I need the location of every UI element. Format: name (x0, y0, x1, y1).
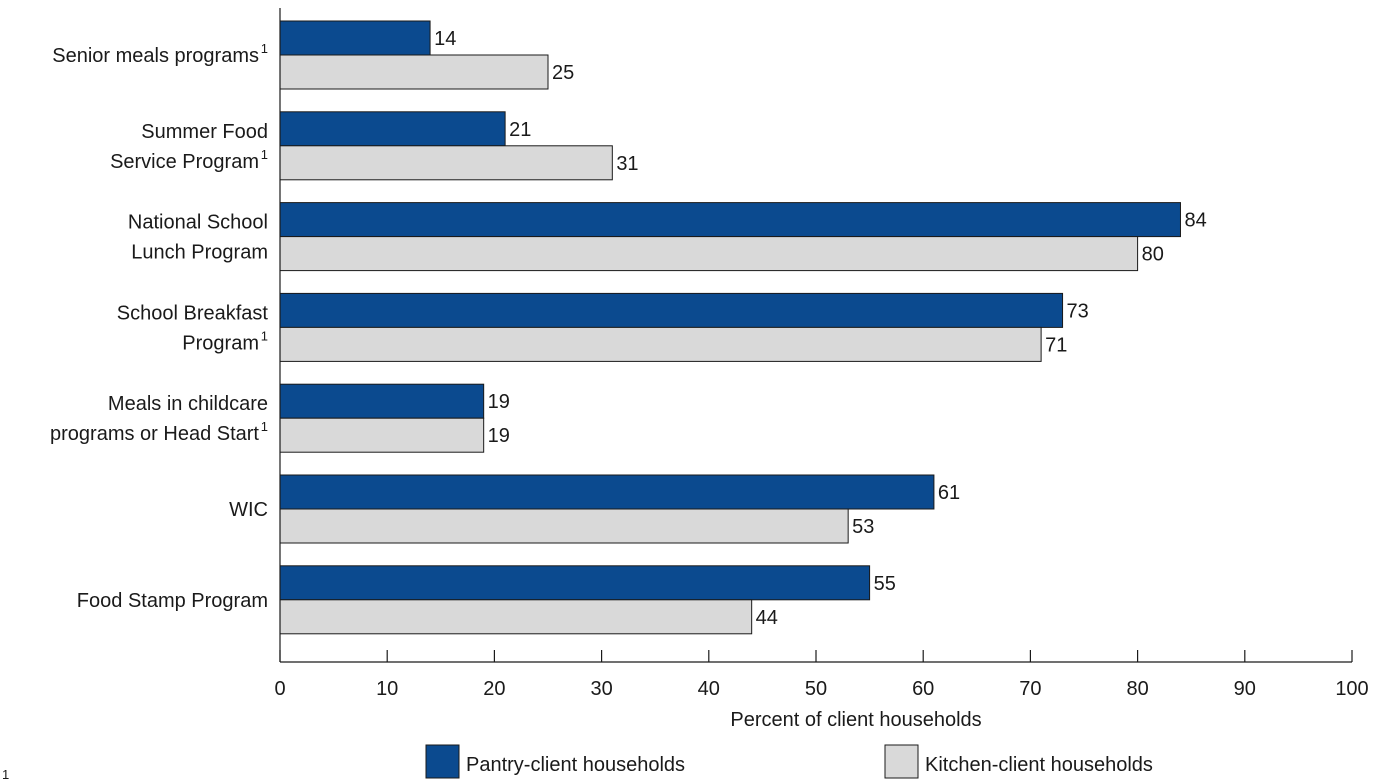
x-tick-label: 70 (1019, 678, 1041, 700)
legend-label: Kitchen-client households (925, 754, 1153, 776)
data-label: 53 (852, 516, 874, 538)
data-label: 61 (938, 482, 960, 504)
x-tick-label: 100 (1335, 678, 1368, 700)
category-label: WIC (229, 499, 268, 521)
bar-pantry (279, 565, 871, 601)
bars-group (279, 20, 1181, 635)
category-label: National School Lunch Program (128, 212, 268, 264)
data-label: 19 (488, 391, 510, 413)
footnote-marker: 1 (2, 767, 9, 781)
data-label: 71 (1045, 334, 1067, 356)
x-tick-label: 20 (483, 678, 505, 700)
bar-pantry (279, 474, 935, 510)
bar-kitchen (279, 54, 549, 90)
x-tick-label: 60 (912, 678, 934, 700)
bar-kitchen (279, 599, 753, 635)
category-footnote-marker: 1 (261, 41, 268, 56)
category-label: School Breakfast Program (117, 302, 269, 354)
bar-kitchen (279, 417, 485, 453)
category-label: Senior meals programs (52, 45, 259, 67)
data-label: 19 (488, 425, 510, 447)
category-label: Meals in childcare programs or Head Start (50, 393, 268, 445)
legend-swatch (425, 744, 460, 779)
data-label: 31 (616, 153, 638, 175)
bar-pantry (279, 202, 1181, 238)
data-label: 80 (1142, 244, 1164, 266)
bar-kitchen (279, 326, 1042, 362)
x-tick-label: 0 (274, 678, 285, 700)
bar-kitchen (279, 508, 849, 544)
bar-kitchen (279, 145, 613, 181)
category-label: Summer Food Service Program (110, 121, 268, 173)
category-footnote-marker: 1 (261, 419, 268, 434)
category-label: Food Stamp Program (77, 590, 268, 612)
legend-swatch (884, 744, 919, 779)
x-tick-label: 40 (698, 678, 720, 700)
bar-pantry (279, 111, 506, 147)
bar-pantry (279, 20, 431, 56)
x-tick-label: 50 (805, 678, 827, 700)
legend-label: Pantry-client households (466, 754, 685, 776)
category-footnote-marker: 1 (261, 328, 268, 343)
data-label: 44 (756, 607, 778, 629)
x-tick-label: 10 (376, 678, 398, 700)
data-label: 14 (434, 28, 456, 50)
bar-pantry (279, 292, 1064, 328)
category-footnote-marker: 1 (261, 147, 268, 162)
data-label: 73 (1067, 300, 1089, 322)
data-label: 55 (874, 573, 896, 595)
x-tick-label: 30 (590, 678, 612, 700)
ticks-group: 0 10 20 30 40 50 60 70 80 90 100 (274, 650, 1369, 700)
bar-kitchen (279, 236, 1139, 272)
legend: Pantry-client households Kitchen-client h… (425, 744, 1153, 779)
x-axis-title: Percent of client households (730, 709, 981, 731)
x-tick-label: 80 (1126, 678, 1148, 700)
data-label: 21 (509, 119, 531, 141)
data-label: 25 (552, 62, 574, 84)
data-label: 84 (1184, 210, 1206, 232)
bar-pantry (279, 383, 485, 419)
x-tick-label: 90 (1234, 678, 1256, 700)
